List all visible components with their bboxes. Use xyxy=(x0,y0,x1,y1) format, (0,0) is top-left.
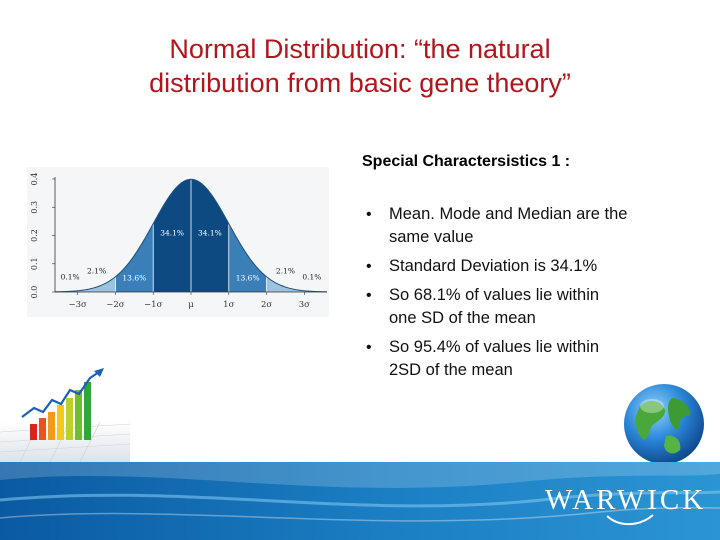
bullet-item: So 95.4% of values lie within 2SD of the… xyxy=(362,336,692,382)
title-line-1: Normal Distribution: “the natural xyxy=(169,34,551,64)
percent-label: 34.1% xyxy=(160,229,184,238)
x-tick-label: 2σ xyxy=(261,300,272,310)
bullet-line: 2SD of the mean xyxy=(389,361,513,379)
density-curve xyxy=(54,178,328,293)
bullet-line: Standard Deviation is 34.1% xyxy=(389,257,598,275)
bullet-line: So 95.4% of values lie within xyxy=(389,338,600,356)
y-tick-label: 0.1 xyxy=(30,257,39,270)
x-tick-label: 1σ xyxy=(223,300,234,310)
warwick-logo: WARWICK xyxy=(545,484,707,516)
characteristics-heading: Special Charactersistics 1 : xyxy=(362,153,571,170)
warwick-logo-swoosh xyxy=(606,514,654,526)
footer-band xyxy=(0,462,720,540)
distribution-region xyxy=(77,276,116,292)
percent-label: 34.1% xyxy=(198,229,222,238)
globe-icon xyxy=(624,384,704,464)
y-tick-label: 0.2 xyxy=(30,229,39,242)
x-tick-label: μ xyxy=(188,300,194,310)
x-tick-labels: −3σ −2σ −1σ μ 1σ 2σ 3σ xyxy=(68,292,310,310)
percent-label: 13.6% xyxy=(236,274,260,283)
characteristics-list: Mean. Mode and Median are the same value… xyxy=(362,203,692,388)
bullet-line: So 68.1% of values lie within xyxy=(389,286,600,304)
percent-label: 0.1% xyxy=(302,272,321,281)
percent-labels: 0.1% 2.1% 13.6% 34.1% 34.1% 13.6% 2.1% 0.1% xyxy=(61,229,322,283)
percent-label: 0.1% xyxy=(61,272,80,281)
y-tick-label: 0.0 xyxy=(30,286,39,299)
title-line-2: distribution from basic gene theory” xyxy=(149,68,571,98)
y-tick-labels: 0.0 0.1 0.2 0.3 0.4 xyxy=(30,173,55,299)
x-tick-label: 3σ xyxy=(299,300,310,310)
percent-label: 13.6% xyxy=(122,274,146,283)
percent-label: 2.1% xyxy=(276,267,295,276)
bullet-line: one SD of the mean xyxy=(389,309,536,327)
distribution-region xyxy=(266,276,305,292)
bullet-item: So 68.1% of values lie within one SD of … xyxy=(362,284,692,330)
bullet-line: Mean. Mode and Median are the xyxy=(389,205,628,223)
percent-label: 2.1% xyxy=(87,267,106,276)
x-tick-label: −1σ xyxy=(144,300,163,310)
y-tick-label: 0.4 xyxy=(30,173,39,186)
bullet-item: Standard Deviation is 34.1% xyxy=(362,255,692,278)
normal-distribution-chart: 0.0 0.1 0.2 0.3 0.4 −3σ −2σ −1σ μ 1σ 2σ 3σ 0.1% 2.1… xyxy=(27,167,329,317)
bullet-line: same value xyxy=(389,228,474,246)
x-tick-label: −3σ xyxy=(68,300,87,310)
x-tick-label: −2σ xyxy=(106,300,125,310)
slide-title: Normal Distribution: “the natural distri… xyxy=(40,32,680,100)
growth-chart-icon xyxy=(0,368,130,462)
y-tick-label: 0.3 xyxy=(30,201,39,214)
bullet-item: Mean. Mode and Median are the same value xyxy=(362,203,692,249)
